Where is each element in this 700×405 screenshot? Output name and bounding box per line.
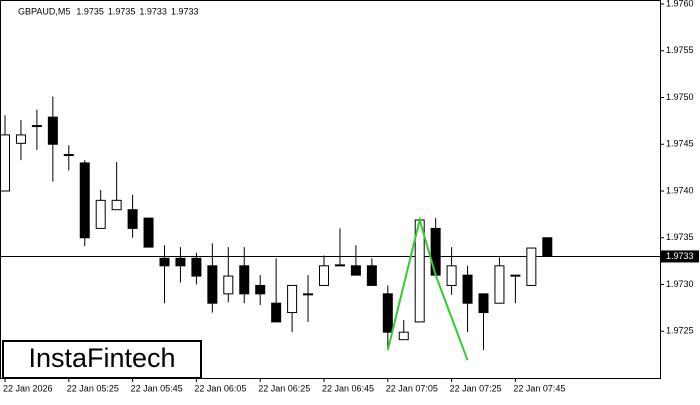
header-value: 1.9735 xyxy=(76,6,104,16)
candle-body xyxy=(542,237,553,257)
x-tick-label: 22 Jan 07:45 xyxy=(513,383,565,393)
candle-body xyxy=(0,134,10,192)
candle-body xyxy=(510,274,521,277)
candle-body xyxy=(478,293,489,314)
candle-body xyxy=(287,284,298,314)
chart-title: GBPAUD,M5 xyxy=(18,6,70,16)
candle-body xyxy=(239,265,250,295)
candle-body xyxy=(366,265,377,286)
candle-body xyxy=(271,302,282,323)
candle-body xyxy=(191,257,202,277)
x-tick-label: 22 Jan 06:45 xyxy=(322,383,374,393)
header-value: 1.9733 xyxy=(139,6,167,16)
candle-body xyxy=(350,265,361,276)
candle-body xyxy=(255,284,266,295)
candle-body xyxy=(31,125,42,128)
logo: InstaFintech xyxy=(28,343,175,373)
candle-body xyxy=(319,265,329,286)
candle-body xyxy=(207,265,218,304)
x-tick-label: 22 Jan 2026 xyxy=(3,383,53,393)
candle-body xyxy=(462,274,473,304)
candle-body xyxy=(446,265,457,286)
y-tick-label: 1.9735 xyxy=(666,232,694,242)
y-tick-label: 1.9745 xyxy=(666,139,694,149)
candle-body xyxy=(127,209,138,229)
candle-body xyxy=(47,116,58,145)
candle-body xyxy=(526,247,537,286)
y-tick-label: 1.9750 xyxy=(666,92,694,102)
candle-body xyxy=(398,331,409,341)
y-tick-label: 1.9755 xyxy=(666,45,694,55)
pattern-line xyxy=(386,216,469,361)
candle-body xyxy=(175,257,186,267)
x-tick-label: 22 Jan 06:05 xyxy=(194,383,246,393)
candle-body xyxy=(63,154,74,157)
candle-body xyxy=(159,257,170,267)
x-tick-label: 22 Jan 05:45 xyxy=(131,383,183,393)
candle-body xyxy=(303,293,314,296)
candle-body xyxy=(95,199,106,229)
candle-body xyxy=(382,293,393,333)
x-tick-label: 22 Jan 06:25 xyxy=(258,383,310,393)
candle-body xyxy=(494,265,505,304)
candle-body xyxy=(143,217,154,248)
x-tick-label: 22 Jan 05:25 xyxy=(67,383,119,393)
candle-body xyxy=(223,275,234,295)
header-value: 1.9735 xyxy=(108,6,136,16)
y-tick-label: 1.9740 xyxy=(666,185,694,195)
y-tick-label: 1.9730 xyxy=(666,279,694,289)
x-tick-label: 22 Jan 07:25 xyxy=(450,383,502,393)
current-price-label: 1.9733 xyxy=(666,251,694,261)
candle-body xyxy=(430,227,441,276)
x-tick-label: 22 Jan 07:05 xyxy=(386,383,438,393)
current-price-box xyxy=(661,250,699,263)
candle-body xyxy=(15,134,26,144)
header-value: 1.9733 xyxy=(171,6,199,16)
logo-box xyxy=(2,340,202,379)
y-tick-label: 1.9725 xyxy=(666,326,694,336)
candle-body xyxy=(334,264,345,267)
y-tick-label: 1.9760 xyxy=(666,0,694,8)
candle-body xyxy=(79,162,90,239)
candle-body xyxy=(111,199,122,211)
